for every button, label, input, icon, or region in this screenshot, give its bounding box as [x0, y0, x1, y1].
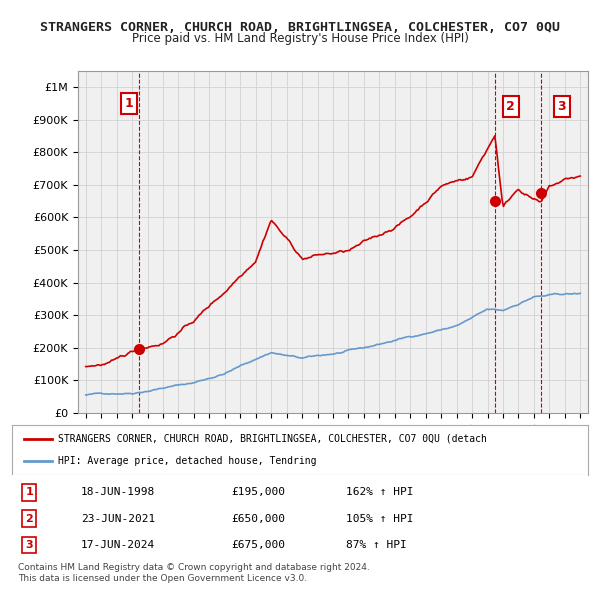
Text: HPI: Average price, detached house, Tendring: HPI: Average price, detached house, Tend…	[58, 456, 317, 466]
Text: 3: 3	[557, 100, 566, 113]
Text: 3: 3	[25, 540, 33, 550]
Text: 1: 1	[25, 487, 33, 497]
Text: STRANGERS CORNER, CHURCH ROAD, BRIGHTLINGSEA, COLCHESTER, CO7 0QU (detach: STRANGERS CORNER, CHURCH ROAD, BRIGHTLIN…	[58, 434, 487, 444]
Text: 2: 2	[25, 514, 33, 524]
Text: £675,000: £675,000	[231, 540, 285, 550]
Text: 18-JUN-1998: 18-JUN-1998	[81, 487, 155, 497]
Text: 1: 1	[125, 97, 133, 110]
Text: 23-JUN-2021: 23-JUN-2021	[81, 514, 155, 524]
Text: 162% ↑ HPI: 162% ↑ HPI	[346, 487, 413, 497]
Text: 105% ↑ HPI: 105% ↑ HPI	[346, 514, 413, 524]
Text: 17-JUN-2024: 17-JUN-2024	[81, 540, 155, 550]
Text: Price paid vs. HM Land Registry's House Price Index (HPI): Price paid vs. HM Land Registry's House …	[131, 32, 469, 45]
Text: 2: 2	[506, 100, 515, 113]
Text: STRANGERS CORNER, CHURCH ROAD, BRIGHTLINGSEA, COLCHESTER, CO7 0QU: STRANGERS CORNER, CHURCH ROAD, BRIGHTLIN…	[40, 21, 560, 34]
Text: Contains HM Land Registry data © Crown copyright and database right 2024.
This d: Contains HM Land Registry data © Crown c…	[18, 563, 370, 583]
Text: £195,000: £195,000	[231, 487, 285, 497]
Text: £650,000: £650,000	[231, 514, 285, 524]
Text: 87% ↑ HPI: 87% ↑ HPI	[346, 540, 407, 550]
